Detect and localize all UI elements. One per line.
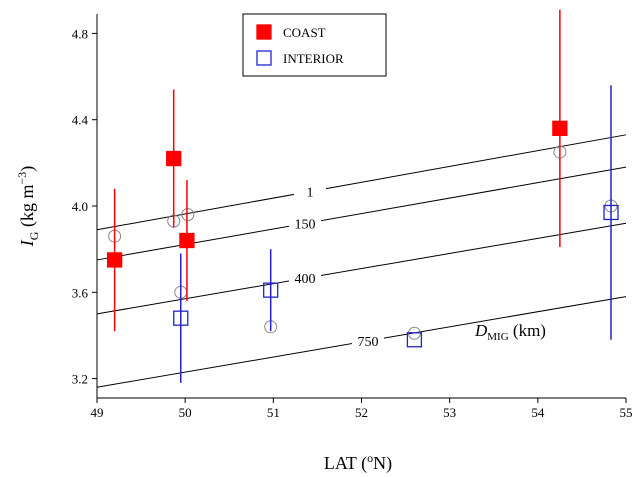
legend-label: COAST [283, 25, 326, 40]
legend-label: INTERIOR [283, 51, 344, 66]
y-tick-label: 3.6 [72, 285, 89, 300]
y-tick-label: 3.2 [72, 372, 88, 387]
line-label-bg [294, 182, 326, 201]
y-tick-label: 4.4 [72, 113, 89, 128]
line-label-bg [352, 331, 384, 350]
legend-marker [256, 50, 272, 66]
reference-point [181, 208, 195, 222]
x-tick-label: 49 [91, 405, 104, 420]
reference-line [96, 134, 627, 231]
line-label-bg [289, 214, 321, 233]
line-label: 400 [295, 272, 316, 287]
x-axis-title: LAT (oN) [324, 451, 392, 474]
line-label: 150 [295, 217, 316, 232]
reference-line [96, 222, 627, 315]
y-axis-title: IG (kg m−3) [15, 166, 41, 247]
y-tick-label: 4.0 [72, 199, 88, 214]
legend [242, 13, 387, 77]
reference-line [96, 166, 627, 261]
line-label: 750 [358, 335, 379, 350]
marker [406, 332, 423, 348]
legend-marker [256, 24, 272, 40]
marker [173, 310, 189, 326]
marker [166, 150, 182, 167]
annotation: DMIG (km) [474, 321, 546, 343]
x-tick-label: 50 [179, 405, 192, 420]
x-tick-label: 54 [531, 405, 545, 420]
marker [263, 282, 279, 298]
marker [552, 120, 568, 136]
x-tick-label: 55 [620, 405, 633, 420]
line-label: 1 [307, 186, 314, 201]
marker [603, 204, 619, 221]
x-tick-label: 53 [443, 405, 456, 420]
y-tick-label: 4.8 [72, 26, 88, 41]
line-label-bg [289, 269, 321, 288]
x-tick-label: 52 [355, 405, 368, 420]
x-tick-label: 51 [267, 405, 280, 420]
marker [179, 232, 195, 249]
marker [106, 252, 123, 268]
